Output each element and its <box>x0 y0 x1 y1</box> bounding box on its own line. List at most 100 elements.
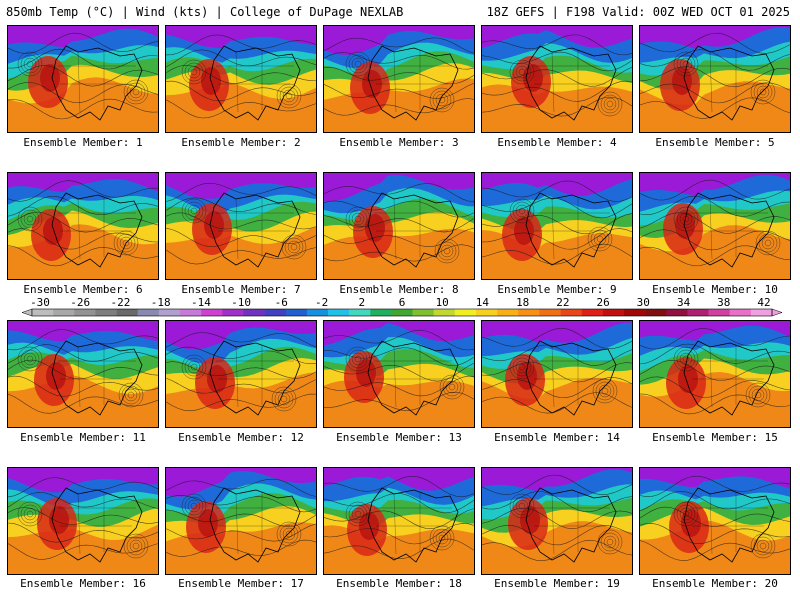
ensemble-member-label: Ensemble Member: 20 <box>652 577 778 590</box>
ensemble-member-map <box>165 467 317 575</box>
colorbar-swatch <box>264 309 287 316</box>
ensemble-member-map <box>7 467 159 575</box>
temperature-field <box>166 173 316 279</box>
colorbar-tick-label: 34 <box>677 296 691 309</box>
temperature-field <box>166 468 316 574</box>
colorbar-swatch <box>476 309 498 316</box>
header-valid-time: 18Z GEFS | F198 Valid: 00Z WED OCT 01 20… <box>486 5 790 19</box>
ensemble-member-label: Ensemble Member: 8 <box>339 283 459 296</box>
ensemble-member-label: Ensemble Member: 18 <box>336 577 462 590</box>
colorbar-swatch <box>95 309 117 316</box>
ensemble-member-map <box>323 467 475 575</box>
colorbar-swatch <box>349 309 371 316</box>
ensemble-member-map <box>639 320 791 428</box>
temperature-field <box>640 321 790 427</box>
temperature-field <box>482 26 632 132</box>
colorbar-tick-label: 42 <box>757 296 770 309</box>
temperature-field <box>324 321 474 427</box>
colorbar-swatch <box>53 309 75 316</box>
colorbar-swatch <box>454 309 477 316</box>
colorbar-swatch <box>708 309 731 316</box>
colorbar-swatch <box>74 309 96 316</box>
colorbar-swatch <box>624 309 646 316</box>
colorbar-tick-label: 2 <box>358 296 365 309</box>
temperature-field <box>640 468 790 574</box>
ensemble-member-map <box>323 320 475 428</box>
ensemble-member-map <box>165 320 317 428</box>
ensemble-member-map <box>7 320 159 428</box>
ensemble-member-map <box>323 172 475 280</box>
colorbar-tick-label: 6 <box>399 296 406 309</box>
colorbar-tick-label: -22 <box>110 296 130 309</box>
ensemble-member-map <box>481 467 633 575</box>
colorbar-tick-label: 18 <box>516 296 529 309</box>
temperature-field <box>8 173 158 279</box>
colorbar-swatch <box>32 309 54 316</box>
ensemble-member-map <box>481 320 633 428</box>
ensemble-member-map <box>481 172 633 280</box>
ensemble-member-label: Ensemble Member: 13 <box>336 431 462 444</box>
colorbar-swatch <box>539 309 561 316</box>
ensemble-member-label: Ensemble Member: 19 <box>494 577 620 590</box>
colorbar-tick-label: 10 <box>436 296 449 309</box>
colorbar-swatch <box>158 309 181 316</box>
colorbar-swatch <box>497 309 519 316</box>
colorbar-tick-label: -10 <box>231 296 251 309</box>
temperature-field <box>324 173 474 279</box>
colorbar-swatch <box>243 309 265 316</box>
ensemble-member-label: Ensemble Member: 5 <box>655 136 775 149</box>
ensemble-member-label: Ensemble Member: 10 <box>652 283 778 296</box>
temperature-field <box>8 468 158 574</box>
temperature-field <box>482 468 632 574</box>
colorbar-swatch <box>687 309 709 316</box>
colorbar-tick-label: -30 <box>30 296 50 309</box>
temperature-field <box>324 26 474 132</box>
temperature-field <box>8 321 158 427</box>
colorbar-tick-label: -6 <box>275 296 288 309</box>
colorbar-swatch <box>412 309 435 316</box>
ensemble-member-map <box>165 172 317 280</box>
temperature-colorbar: -30 -26 -22 -18 -14 -10 -6 -2 2 6 10 14 18 22 26 30 34 38… <box>21 296 783 317</box>
colorbar-swatch <box>666 309 688 316</box>
colorbar-swatch <box>370 309 392 316</box>
ensemble-member-label: Ensemble Member: 1 <box>23 136 143 149</box>
colorbar-swatch <box>306 309 329 316</box>
ensemble-member-map <box>165 25 317 133</box>
colorbar-tick-label: -2 <box>315 296 328 309</box>
ensemble-member-label: Ensemble Member: 12 <box>178 431 304 444</box>
colorbar-swatch <box>180 309 202 316</box>
temperature-field <box>166 26 316 132</box>
ensemble-member-label: Ensemble Member: 6 <box>23 283 143 296</box>
colorbar-tick-label: -26 <box>70 296 90 309</box>
colorbar-swatch <box>645 309 667 316</box>
colorbar-tick-label: -14 <box>191 296 211 309</box>
ensemble-member-map <box>639 172 791 280</box>
ensemble-member-map <box>7 25 159 133</box>
colorbar-swatch <box>201 309 223 316</box>
colorbar-swatch <box>560 309 583 316</box>
colorbar-swatch <box>116 309 139 316</box>
temperature-field <box>482 173 632 279</box>
ensemble-member-label: Ensemble Member: 17 <box>178 577 304 590</box>
ensemble-member-label: Ensemble Member: 3 <box>339 136 459 149</box>
colorbar-swatch <box>222 309 244 316</box>
ensemble-member-label: Ensemble Member: 7 <box>181 283 301 296</box>
ensemble-member-label: Ensemble Member: 4 <box>497 136 617 149</box>
ensemble-member-label: Ensemble Member: 15 <box>652 431 778 444</box>
colorbar-swatch <box>602 309 625 316</box>
colorbar-swatch <box>433 309 456 316</box>
colorbar-swatch <box>137 309 160 316</box>
temperature-field <box>324 468 474 574</box>
ensemble-member-map <box>7 172 159 280</box>
ensemble-member-label: Ensemble Member: 16 <box>20 577 146 590</box>
colorbar-swatch <box>391 309 413 316</box>
ensemble-member-map <box>481 25 633 133</box>
colorbar-tick-label: 38 <box>717 296 730 309</box>
colorbar-tick-label: 22 <box>556 296 569 309</box>
colorbar-tick-label: 26 <box>596 296 609 309</box>
ensemble-member-label: Ensemble Member: 9 <box>497 283 617 296</box>
ensemble-member-map <box>639 25 791 133</box>
temperature-field <box>8 26 158 132</box>
ensemble-member-label: Ensemble Member: 11 <box>20 431 146 444</box>
temperature-field <box>640 26 790 132</box>
